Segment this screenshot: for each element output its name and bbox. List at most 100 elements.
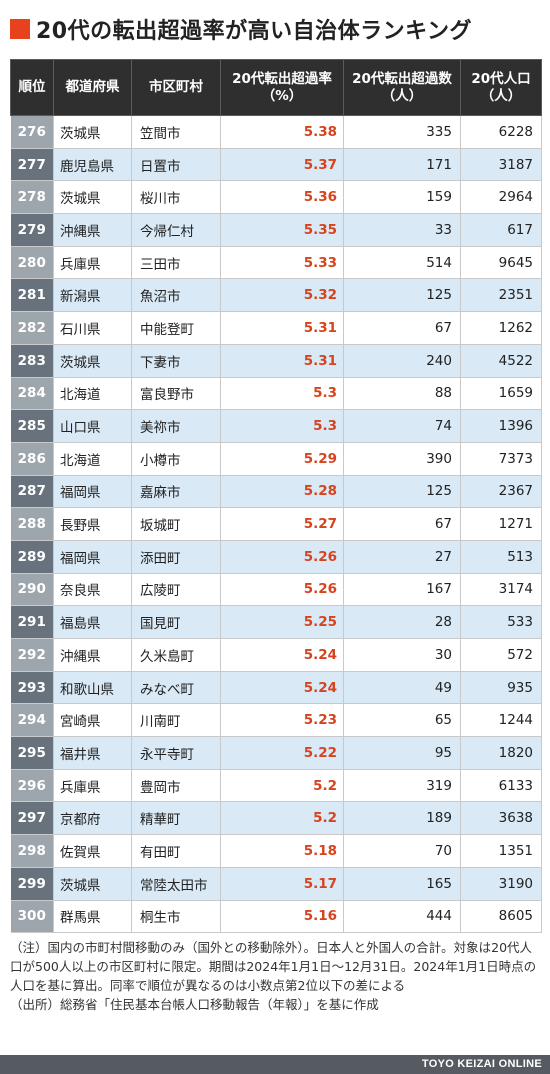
rate-cell: 5.26 <box>220 573 344 607</box>
municipality-cell: 常陸太田市 <box>131 867 221 901</box>
prefecture-cell: 北海道 <box>53 377 132 411</box>
municipality-cell: みなべ町 <box>131 671 221 705</box>
population-cell: 4522 <box>460 344 542 378</box>
population-cell: 3190 <box>460 867 542 901</box>
net-outflow-cell: 65 <box>343 703 461 738</box>
population-cell: 6228 <box>460 115 542 149</box>
rank-cell: 283 <box>10 344 54 378</box>
prefecture-cell: 佐賀県 <box>53 834 132 868</box>
municipality-cell: 富良野市 <box>131 377 221 411</box>
table-row: 281 新潟県 魚沼市 5.32 125 2351 <box>10 278 542 313</box>
population-cell: 3174 <box>460 573 542 607</box>
header-city: 市区町村 <box>131 59 221 116</box>
rank-cell: 300 <box>10 900 54 934</box>
rank-cell: 297 <box>10 801 54 836</box>
municipality-cell: 魚沼市 <box>131 278 221 313</box>
population-cell: 2964 <box>460 180 542 215</box>
municipality-cell: 嘉麻市 <box>131 475 221 509</box>
table-row: 293 和歌山県 みなべ町 5.24 49 935 <box>10 671 542 705</box>
table-row: 294 宮崎県 川南町 5.23 65 1244 <box>10 703 542 738</box>
net-outflow-cell: 335 <box>343 115 461 149</box>
prefecture-cell: 茨城県 <box>53 867 132 901</box>
municipality-cell: 美祢市 <box>131 409 221 443</box>
prefecture-cell: 茨城県 <box>53 115 132 149</box>
net-outflow-cell: 390 <box>343 442 461 476</box>
rank-cell: 299 <box>10 867 54 901</box>
population-cell: 8605 <box>460 900 542 934</box>
table-row: 291 福島県 国見町 5.25 28 533 <box>10 605 542 639</box>
net-outflow-cell: 27 <box>343 540 461 574</box>
table-row: 297 京都府 精華町 5.2 189 3638 <box>10 801 542 836</box>
table-body: 276 茨城県 笠間市 5.38 335 6228 277 鹿児島県 日置市 5.37 171 318… <box>10 115 542 934</box>
municipality-cell: 有田町 <box>131 834 221 868</box>
rate-cell: 5.24 <box>220 671 344 705</box>
population-cell: 1351 <box>460 834 542 868</box>
rank-cell: 294 <box>10 703 54 738</box>
municipality-cell: 下妻市 <box>131 344 221 378</box>
population-cell: 1244 <box>460 703 542 738</box>
population-cell: 572 <box>460 638 542 672</box>
rank-cell: 290 <box>10 573 54 607</box>
population-cell: 1820 <box>460 736 542 770</box>
rank-cell: 287 <box>10 475 54 509</box>
rate-cell: 5.3 <box>220 377 344 411</box>
rate-cell: 5.28 <box>220 475 344 509</box>
prefecture-cell: 群馬県 <box>53 900 132 934</box>
municipality-cell: 精華町 <box>131 801 221 836</box>
rank-cell: 278 <box>10 180 54 215</box>
population-cell: 3187 <box>460 148 542 182</box>
table-row: 280 兵庫県 三田市 5.33 514 9645 <box>10 246 542 280</box>
rank-cell: 284 <box>10 377 54 411</box>
net-outflow-cell: 171 <box>343 148 461 182</box>
prefecture-cell: 福井県 <box>53 736 132 770</box>
net-outflow-cell: 28 <box>343 605 461 639</box>
municipality-cell: 国見町 <box>131 605 221 639</box>
rate-cell: 5.29 <box>220 442 344 476</box>
table-row: 289 福岡県 添田町 5.26 27 513 <box>10 540 542 574</box>
rank-cell: 281 <box>10 278 54 313</box>
municipality-cell: 広陵町 <box>131 573 221 607</box>
rate-cell: 5.17 <box>220 867 344 901</box>
header-rank: 順位 <box>10 59 54 116</box>
prefecture-cell: 福岡県 <box>53 540 132 574</box>
rank-cell: 286 <box>10 442 54 476</box>
table-row: 286 北海道 小樽市 5.29 390 7373 <box>10 442 542 476</box>
header-num: 20代転出超過数（人） <box>343 59 461 116</box>
source-text: （出所）総務省「住民基本台帳人口移動報告（年報）」を基に作成 <box>10 997 379 1012</box>
table-header: 順位 都道府県 市区町村 20代転出超過率（%） 20代転出超過数（人） 20代… <box>10 59 542 116</box>
net-outflow-cell: 240 <box>343 344 461 378</box>
table-row: 300 群馬県 桐生市 5.16 444 8605 <box>10 900 542 934</box>
table-row: 287 福岡県 嘉麻市 5.28 125 2367 <box>10 475 542 509</box>
note-text: （注）国内の市町村間移動のみ（国外との移動除外）。日本人と外国人の合計。対象は2… <box>10 940 537 993</box>
rate-cell: 5.22 <box>220 736 344 770</box>
rank-cell: 292 <box>10 638 54 672</box>
rank-cell: 298 <box>10 834 54 868</box>
prefecture-cell: 宮崎県 <box>53 703 132 738</box>
table-row: 295 福井県 永平寺町 5.22 95 1820 <box>10 736 542 770</box>
header-rate: 20代転出超過率（%） <box>220 59 344 116</box>
rank-cell: 296 <box>10 769 54 803</box>
table-row: 285 山口県 美祢市 5.3 74 1396 <box>10 409 542 443</box>
population-cell: 9645 <box>460 246 542 280</box>
municipality-cell: 川南町 <box>131 703 221 738</box>
table-row: 278 茨城県 桜川市 5.36 159 2964 <box>10 180 542 215</box>
rank-cell: 293 <box>10 671 54 705</box>
rank-cell: 280 <box>10 246 54 280</box>
rate-cell: 5.2 <box>220 769 344 803</box>
municipality-cell: 中能登町 <box>131 311 221 345</box>
net-outflow-cell: 319 <box>343 769 461 803</box>
table-row: 296 兵庫県 豊岡市 5.2 319 6133 <box>10 769 542 803</box>
population-cell: 1262 <box>460 311 542 345</box>
municipality-cell: 桜川市 <box>131 180 221 215</box>
net-outflow-cell: 165 <box>343 867 461 901</box>
ranking-table: 順位 都道府県 市区町村 20代転出超過率（%） 20代転出超過数（人） 20代… <box>10 59 542 934</box>
table-row: 292 沖縄県 久米島町 5.24 30 572 <box>10 638 542 672</box>
net-outflow-cell: 125 <box>343 278 461 313</box>
prefecture-cell: 福岡県 <box>53 475 132 509</box>
prefecture-cell: 奈良県 <box>53 573 132 607</box>
rate-cell: 5.18 <box>220 834 344 868</box>
prefecture-cell: 沖縄県 <box>53 638 132 672</box>
rate-cell: 5.26 <box>220 540 344 574</box>
municipality-cell: 豊岡市 <box>131 769 221 803</box>
rate-cell: 5.23 <box>220 703 344 738</box>
